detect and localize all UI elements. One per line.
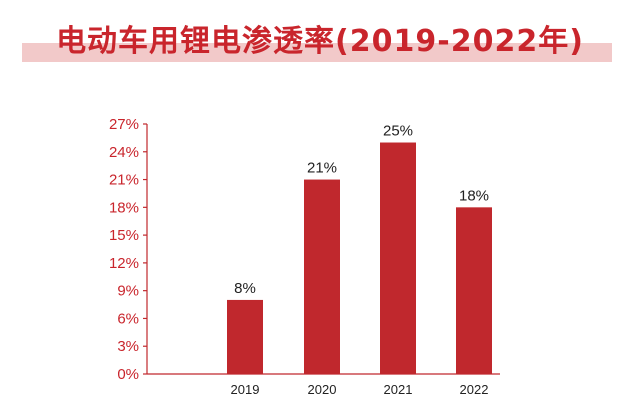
bars — [227, 142, 492, 374]
bar-2022 — [456, 207, 492, 374]
y-tick-label: 15% — [109, 227, 139, 244]
labels: 8% 2019 21% 2020 25% 2021 18% 2022 — [231, 123, 489, 397]
axes: 0% 3% 6% 9% 12% 15% 18% 21% 24% 27% — [109, 116, 500, 383]
y-tick-label: 0% — [117, 366, 139, 383]
data-label: 25% — [383, 123, 413, 140]
y-tick-label: 24% — [109, 144, 139, 161]
x-tick-label: 2021 — [384, 382, 413, 397]
bar-2019 — [227, 299, 263, 374]
y-tick-label: 3% — [117, 338, 139, 355]
data-label: 18% — [459, 187, 489, 204]
y-tick-label: 18% — [109, 199, 139, 216]
bar-2020 — [304, 179, 340, 374]
x-tick-label: 2019 — [231, 382, 260, 397]
chart-title: 电动车用锂电渗透率(2019-2022年) — [56, 24, 584, 59]
bar-2021 — [380, 142, 416, 374]
data-label: 21% — [307, 160, 337, 177]
y-tick-label: 6% — [117, 310, 139, 327]
y-tick-label: 12% — [109, 255, 139, 272]
x-tick-label: 2022 — [460, 382, 489, 397]
y-tick-label: 21% — [109, 172, 139, 189]
data-label: 8% — [234, 280, 256, 297]
title-band — [22, 43, 612, 62]
y-tick-label: 9% — [117, 283, 139, 300]
y-tick-label: 27% — [109, 116, 139, 133]
x-tick-label: 2020 — [308, 382, 337, 397]
